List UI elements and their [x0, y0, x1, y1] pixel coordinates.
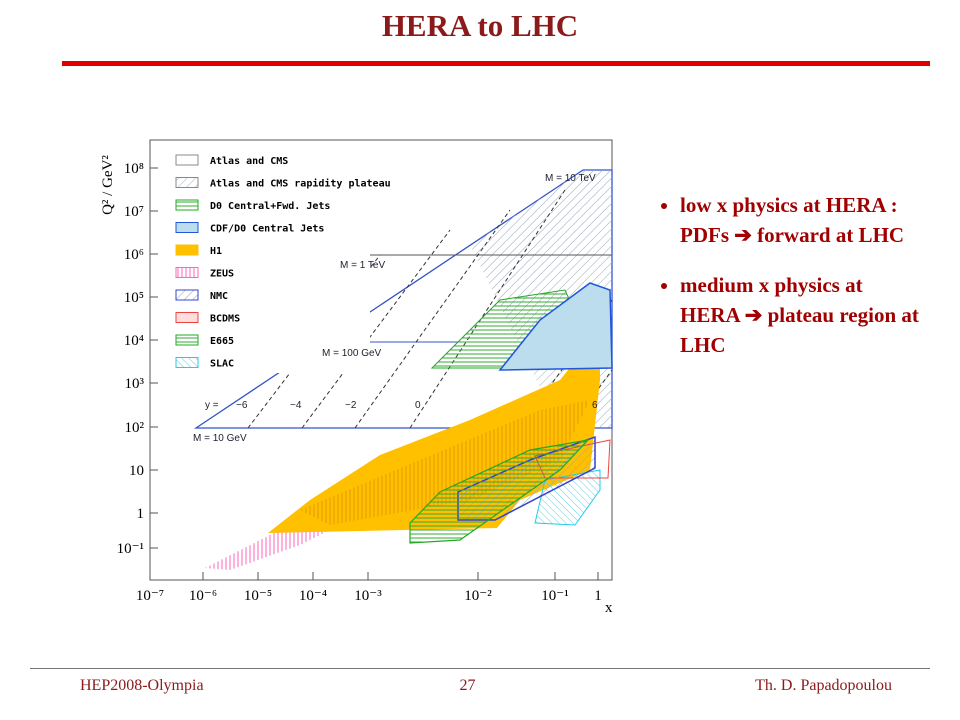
legend-swatch: [175, 177, 199, 188]
footer-left: HEP2008-Olympia: [80, 677, 204, 694]
x-tick-label: 1: [594, 588, 602, 604]
cdf-region: [498, 282, 613, 371]
legend-swatch: [175, 199, 199, 211]
y-tick-label: 10⁸: [124, 161, 144, 177]
legend-label: D0 Central+Fwd. Jets: [210, 201, 330, 212]
footer-page: 27: [459, 677, 476, 694]
rapidity-label: −6: [236, 400, 248, 411]
rapidity-label: −4: [290, 400, 302, 411]
legend-label: H1: [210, 246, 222, 257]
footer-rule: [30, 668, 930, 669]
y-tick-label: 10⁷: [124, 204, 144, 220]
bullet-list: low x physics at HERA : PDFs ➔ forward a…: [662, 190, 925, 380]
x-tick-label: 10⁻⁷: [136, 588, 164, 604]
x-axis-label: x: [605, 600, 613, 616]
legend-swatch: [175, 312, 199, 323]
y-tick-label: 1: [137, 506, 145, 522]
y-tick-label: 10: [129, 463, 144, 479]
legend-label: ZEUS: [210, 269, 234, 280]
rapidity-label: y =: [205, 400, 219, 411]
x-tick-label: 10⁻⁵: [244, 588, 272, 604]
y-axis-label: Q² / GeV²: [100, 155, 116, 215]
x-tick-label: 10⁻³: [354, 588, 382, 604]
mass-label: M = 1 TeV: [340, 260, 385, 271]
legend-swatch: [175, 289, 199, 301]
mass-label: M = 100 GeV: [322, 348, 382, 359]
rapidity-label: 0: [415, 400, 421, 411]
y-tick-label: 10⁴: [124, 333, 144, 349]
rapidity-label: −2: [345, 400, 357, 411]
h1-hatch: [300, 400, 590, 525]
legend: Atlas and CMS Atlas and CMS rapidity plat…: [175, 154, 391, 370]
legend-label: Atlas and CMS: [210, 156, 288, 167]
bullet: medium x physics at HERA ➔ plateau regio…: [680, 270, 925, 360]
e665-region: [409, 439, 590, 544]
mass-label: M = 10 TeV: [545, 173, 596, 184]
mass-label: M = 10 GeV: [193, 433, 247, 444]
y-tick-label: 10⁵: [124, 290, 144, 306]
legend-swatch: [175, 357, 199, 368]
y-tick-label: 10³: [125, 376, 145, 392]
legend-swatch: [175, 154, 199, 166]
legend-label: SLAC: [210, 359, 234, 370]
legend-label: BCDMS: [210, 314, 240, 325]
y-tick-label: 10⁻¹: [117, 541, 144, 557]
x-tick-label: 10⁻⁶: [189, 588, 217, 604]
legend-swatch: [175, 334, 199, 346]
legend-label: NMC: [210, 291, 228, 302]
y-tick-label: 10²: [125, 420, 145, 436]
legend-swatch: [175, 222, 199, 233]
x-tick-label: 10⁻²: [464, 588, 492, 604]
bullet: low x physics at HERA : PDFs ➔ forward a…: [680, 190, 925, 250]
legend-swatch: [175, 267, 199, 278]
legend-swatch: [175, 244, 199, 256]
legend-box: [170, 148, 370, 373]
title-rule: [62, 61, 930, 66]
footer-right: Th. D. Papadopoulou: [755, 677, 892, 694]
x-tick-label: 10⁻¹: [541, 588, 568, 604]
legend-label: E665: [210, 336, 234, 347]
x-tick-label: 10⁻⁴: [299, 588, 327, 604]
rapidity-label: 6: [592, 400, 598, 411]
legend-label: Atlas and CMS rapidity plateau: [210, 178, 391, 190]
legend-label: CDF/D0 Central Jets: [210, 224, 324, 235]
slide-title: HERA to LHC: [381, 8, 579, 43]
y-tick-label: 10⁶: [124, 247, 144, 263]
